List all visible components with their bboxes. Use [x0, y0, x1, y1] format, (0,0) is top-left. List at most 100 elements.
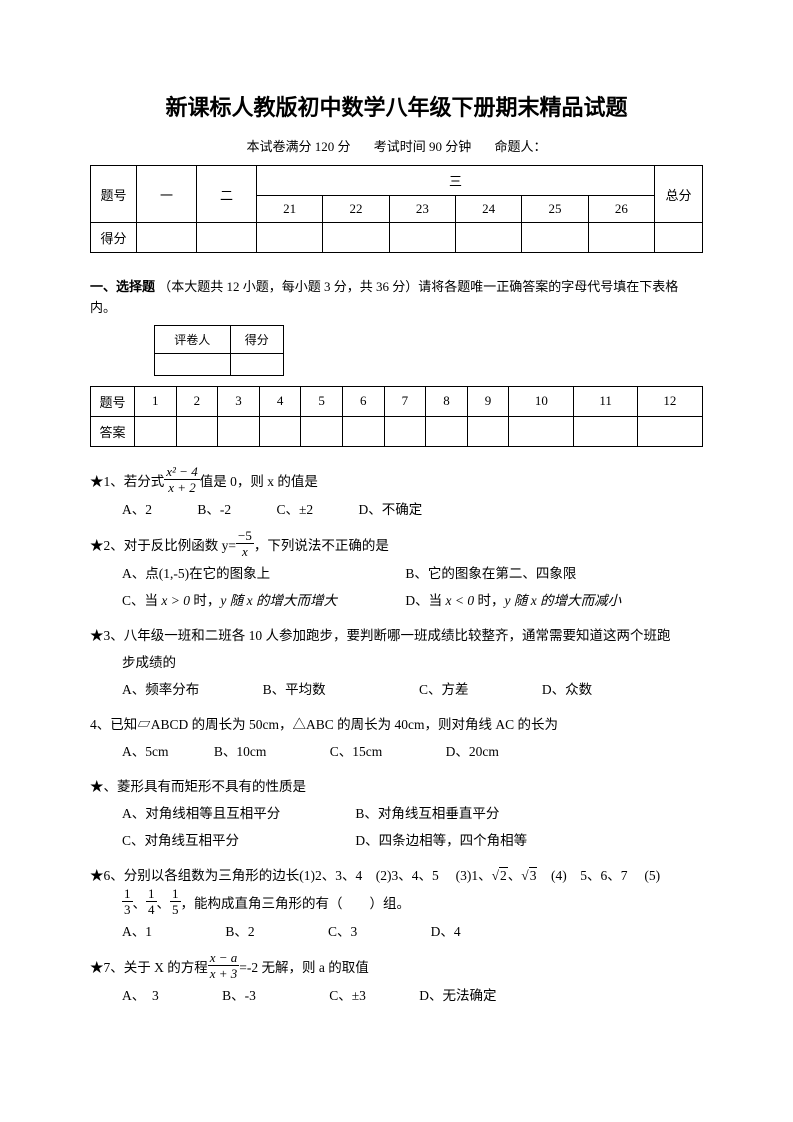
q4-opt-c: C、15cm	[330, 738, 383, 765]
q6-f1d: 3	[122, 902, 133, 916]
ans-num: 10	[509, 386, 574, 416]
q7-opt-a: A、 3	[122, 982, 159, 1009]
ans-num: 4	[259, 386, 301, 416]
q7-fd: x + 3	[208, 966, 240, 980]
score-table: 题号 一 二 三 总分 21 22 23 24 25 26 得分	[90, 165, 703, 253]
score-sub-24: 24	[455, 196, 521, 223]
ans-num: 9	[467, 386, 509, 416]
q6-f3d: 5	[170, 902, 181, 916]
q6-mid2: (4) 5、6、7 (5)	[537, 862, 660, 889]
q6-sqrt2-rad: 2	[499, 867, 508, 883]
q6-f2d: 4	[146, 902, 157, 916]
ans-num: 1	[135, 386, 177, 416]
q6-prefix: ★6、分别以各组数为三角形的边长(1)2、3、4 (2)3、4、5 (3)1、	[90, 862, 492, 889]
q6-sqrt2: 2	[492, 862, 508, 889]
q1-opt-b: B、-2	[197, 496, 231, 523]
score-header-qnum: 题号	[91, 166, 137, 223]
ans-cell	[176, 416, 218, 446]
q4-opt-d: D、20cm	[446, 738, 499, 765]
q2-frac-num: −5	[236, 529, 254, 544]
score-header-3: 三	[257, 166, 655, 196]
q5-opt-c: C、对角线互相平分	[122, 827, 352, 854]
score-cell	[522, 223, 588, 253]
ans-num: 11	[574, 386, 637, 416]
author-text: 命题人：	[495, 139, 547, 154]
answer-table: 题号 1 2 3 4 5 6 7 8 9 10 11 12 答案	[90, 386, 703, 447]
score-cell	[389, 223, 455, 253]
ans-cell	[426, 416, 468, 446]
q6-frac3: 1 5	[170, 887, 181, 916]
ans-cell	[467, 416, 509, 446]
q6-f3n: 1	[170, 887, 181, 902]
score-cell	[655, 223, 703, 253]
q1-opt-d: D、不确定	[359, 496, 423, 523]
q1-frac-den: x + 2	[164, 480, 199, 494]
q2-opt-c: C、当 x > 0 时，y 随 x 的增大而增大	[122, 587, 402, 614]
q7-opt-d: D、无法确定	[419, 982, 496, 1009]
q3-opt-c: C、方差	[419, 676, 469, 703]
score-header-total: 总分	[655, 166, 703, 223]
score-header-2: 二	[197, 166, 257, 223]
section1-label: 一、选择题	[90, 279, 155, 294]
ans-num: 6	[342, 386, 384, 416]
ans-num: 5	[301, 386, 343, 416]
score-sub-22: 22	[323, 196, 389, 223]
q6-sqrt3: 3	[521, 862, 537, 889]
score-row-label: 得分	[91, 223, 137, 253]
ans-cell	[218, 416, 260, 446]
q6-mid1: 、	[508, 862, 522, 889]
q5-opt-d: D、四条边相等，四个角相等	[355, 833, 527, 848]
ans-cell	[637, 416, 702, 446]
q6-sqrt3-rad: 3	[529, 867, 538, 883]
q2d-v2: y 随 x 的增大而减小	[504, 593, 621, 608]
question-4: 4、已知▱ABCD 的周长为 50cm，△ABC 的周长为 40cm，则对角线 …	[90, 711, 703, 765]
q6-f1n: 1	[122, 887, 133, 902]
question-1: ★1、若分式 x² − 4 x + 2 值是 0，则 x 的值是 A、2 B、-…	[90, 467, 703, 523]
grader-col1: 评卷人	[155, 325, 231, 353]
q2-opt-b: B、它的图象在第二、四象限	[405, 566, 576, 581]
q2c-v2: y 随 x 的增大而增大	[220, 593, 337, 608]
q2-fraction: −5 x	[236, 529, 254, 558]
q3-opt-a: A、频率分布	[122, 676, 199, 703]
grader-table: 评卷人 得分	[154, 325, 284, 376]
ans-cell	[259, 416, 301, 446]
page-title: 新课标人教版初中数学八年级下册期末精品试题	[90, 90, 703, 122]
q2c-pre: C、当	[122, 593, 161, 608]
exam-time-text: 考试时间 90 分钟	[374, 139, 472, 154]
ans-cell	[509, 416, 574, 446]
q4-opt-b: B、10cm	[214, 738, 267, 765]
q2-frac-den: x	[236, 544, 254, 558]
question-6: ★6、分别以各组数为三角形的边长(1)2、3、4 (2)3、4、5 (3)1、 …	[90, 862, 703, 945]
score-cell	[323, 223, 389, 253]
q2-opt-d: D、当 x < 0 时，y 随 x 的增大而减小	[405, 593, 621, 608]
q3-line1: ★3、八年级一班和二班各 10 人参加跑步，要判断哪一班成绩比较整齐，通常需要知…	[90, 622, 703, 649]
q4-text: 4、已知▱ABCD 的周长为 50cm，△ABC 的周长为 40cm，则对角线 …	[90, 711, 703, 738]
score-cell	[197, 223, 257, 253]
q6-opt-c: C、3	[328, 918, 357, 945]
question-2: ★2、对于反比例函数 y= −5 x ，下列说法不正确的是 A、点(1,-5)在…	[90, 531, 703, 614]
full-score-text: 本试卷满分 120 分	[246, 139, 350, 154]
ans-cell	[574, 416, 637, 446]
q1-suffix: 值是 0，则 x 的值是	[200, 468, 318, 495]
q6-f2n: 1	[146, 887, 157, 902]
score-cell	[455, 223, 521, 253]
q1-frac-num: x² − 4	[164, 465, 199, 480]
q6-suffix: ，能构成直角三角形的有（ ）组。	[181, 890, 411, 917]
q5-text: ★、菱形具有而矩形不具有的性质是	[90, 773, 703, 800]
ans-num: 8	[426, 386, 468, 416]
q5-opt-a: A、对角线相等且互相平分	[122, 800, 352, 827]
grader-cell	[230, 353, 283, 375]
q7-opt-c: C、±3	[329, 982, 366, 1009]
ans-num: 2	[176, 386, 218, 416]
q1-fraction: x² − 4 x + 2	[164, 465, 199, 494]
q4-opt-a: A、5cm	[122, 738, 169, 765]
q2-opt-a: A、点(1,-5)在它的图象上	[122, 560, 402, 587]
q7-prefix: ★7、关于 X 的方程	[90, 954, 208, 981]
ans-cell	[342, 416, 384, 446]
q2d-v1: x < 0	[446, 593, 475, 608]
q7-suffix: =-2 无解，则 a 的取值	[239, 954, 368, 981]
q2d-pre: D、当	[405, 593, 445, 608]
section1-desc: （本大题共 12 小题，每小题 3 分，共 36 分）请将各题唯一正确答案的字母…	[90, 279, 678, 315]
ans-cell	[384, 416, 426, 446]
q6-opt-d: D、4	[431, 918, 461, 945]
